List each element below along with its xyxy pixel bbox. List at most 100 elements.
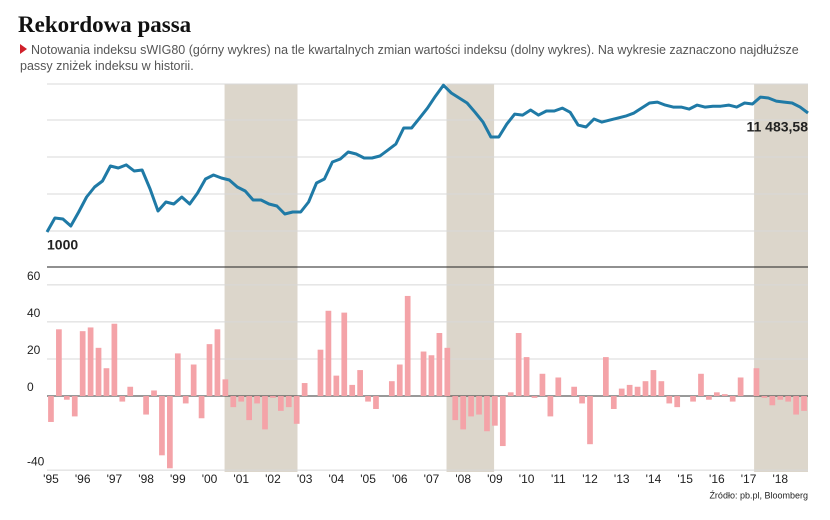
- bar: [404, 295, 411, 397]
- bar: [674, 396, 681, 408]
- bar: [222, 379, 229, 397]
- x-tick-label: '11: [551, 472, 566, 486]
- bar: [277, 396, 284, 411]
- source: Źródło: pb.pl, Bloomberg: [709, 490, 808, 500]
- x-tick-label: '05: [360, 472, 376, 486]
- y-tick-label: 20: [27, 343, 41, 357]
- bar: [706, 396, 712, 400]
- x-tick-label: '12: [582, 472, 598, 486]
- x-tick-label: '08: [455, 472, 471, 486]
- y-tick-label: 0: [27, 380, 34, 394]
- bar: [793, 396, 799, 415]
- bar: [587, 396, 593, 445]
- bar: [159, 396, 165, 456]
- bar: [761, 396, 768, 398]
- bar: [198, 396, 205, 419]
- bar: [87, 327, 94, 397]
- x-tick-label: '96: [75, 472, 91, 486]
- bar: [713, 392, 720, 397]
- bar: [499, 396, 506, 447]
- bar: [507, 392, 514, 397]
- bar: [373, 396, 379, 409]
- bar: [48, 396, 54, 422]
- index-line: [45, 83, 809, 233]
- bar: [690, 396, 696, 402]
- bar: [56, 329, 62, 397]
- x-tick-label: '16: [709, 472, 725, 486]
- bar: [71, 396, 78, 417]
- bar: [246, 396, 252, 421]
- bar: [666, 396, 673, 404]
- bar: [167, 396, 173, 469]
- bar: [333, 375, 340, 397]
- end-label: 11 483,58: [746, 119, 808, 135]
- bar: [174, 353, 181, 397]
- bar: [698, 373, 704, 397]
- title: Rekordowa passa: [18, 12, 192, 37]
- x-tick-label: '07: [424, 472, 440, 486]
- bar: [357, 370, 363, 397]
- bar: [618, 388, 625, 397]
- x-tick-label: '97: [107, 472, 123, 486]
- bar: [737, 377, 744, 397]
- bar: [396, 364, 403, 397]
- bar: [254, 396, 260, 404]
- bar: [777, 396, 784, 400]
- bar: [729, 396, 736, 402]
- bar: [428, 355, 435, 397]
- bar: [151, 390, 157, 397]
- bar: [111, 323, 118, 397]
- bar: [325, 310, 332, 397]
- y-tick-label: 60: [27, 269, 41, 283]
- x-tick-label: '10: [519, 472, 535, 486]
- bar: [349, 384, 356, 397]
- x-tick-label: '09: [487, 472, 503, 486]
- bar: [721, 394, 728, 397]
- bar: [420, 351, 427, 397]
- x-tick-label: '13: [614, 472, 630, 486]
- bar: [214, 329, 221, 397]
- bar: [539, 373, 546, 397]
- bar: [476, 396, 482, 415]
- x-tick-label: '15: [677, 472, 693, 486]
- y-tick-label: -40: [27, 454, 45, 468]
- bar: [238, 396, 245, 402]
- bar: [119, 396, 126, 402]
- bar: [460, 396, 467, 430]
- bar: [555, 377, 562, 397]
- bar: [182, 396, 189, 404]
- bar: [127, 386, 134, 397]
- x-tick-label: '02: [265, 472, 281, 486]
- bar: [95, 347, 102, 397]
- x-tick-label: '04: [329, 472, 345, 486]
- subtitle: Notowania indeksu sWIG80 (górny wykres) …: [20, 43, 799, 73]
- x-tick-label: '18: [772, 472, 788, 486]
- bar: [365, 396, 371, 402]
- x-tick-label: '17: [741, 472, 757, 486]
- bar: [658, 381, 665, 397]
- bar: [603, 357, 609, 397]
- bar: [452, 396, 459, 421]
- bar: [531, 396, 538, 398]
- bar: [769, 396, 776, 406]
- bar: [515, 333, 522, 397]
- bar: [571, 386, 578, 397]
- bar: [626, 384, 633, 397]
- bar: [206, 344, 213, 397]
- top-grid: [47, 83, 808, 232]
- bar: [388, 381, 395, 397]
- bar: [143, 396, 149, 415]
- bar: [230, 396, 237, 408]
- bar: [79, 331, 86, 397]
- bar: [642, 381, 649, 397]
- x-tick-label: '95: [43, 472, 59, 486]
- x-tick-label: '98: [138, 472, 154, 486]
- bullet: [20, 44, 27, 54]
- bar: [610, 396, 617, 409]
- bar: [547, 396, 554, 417]
- bar: [317, 349, 324, 397]
- x-tick-label: '14: [646, 472, 662, 486]
- bar: [63, 396, 70, 400]
